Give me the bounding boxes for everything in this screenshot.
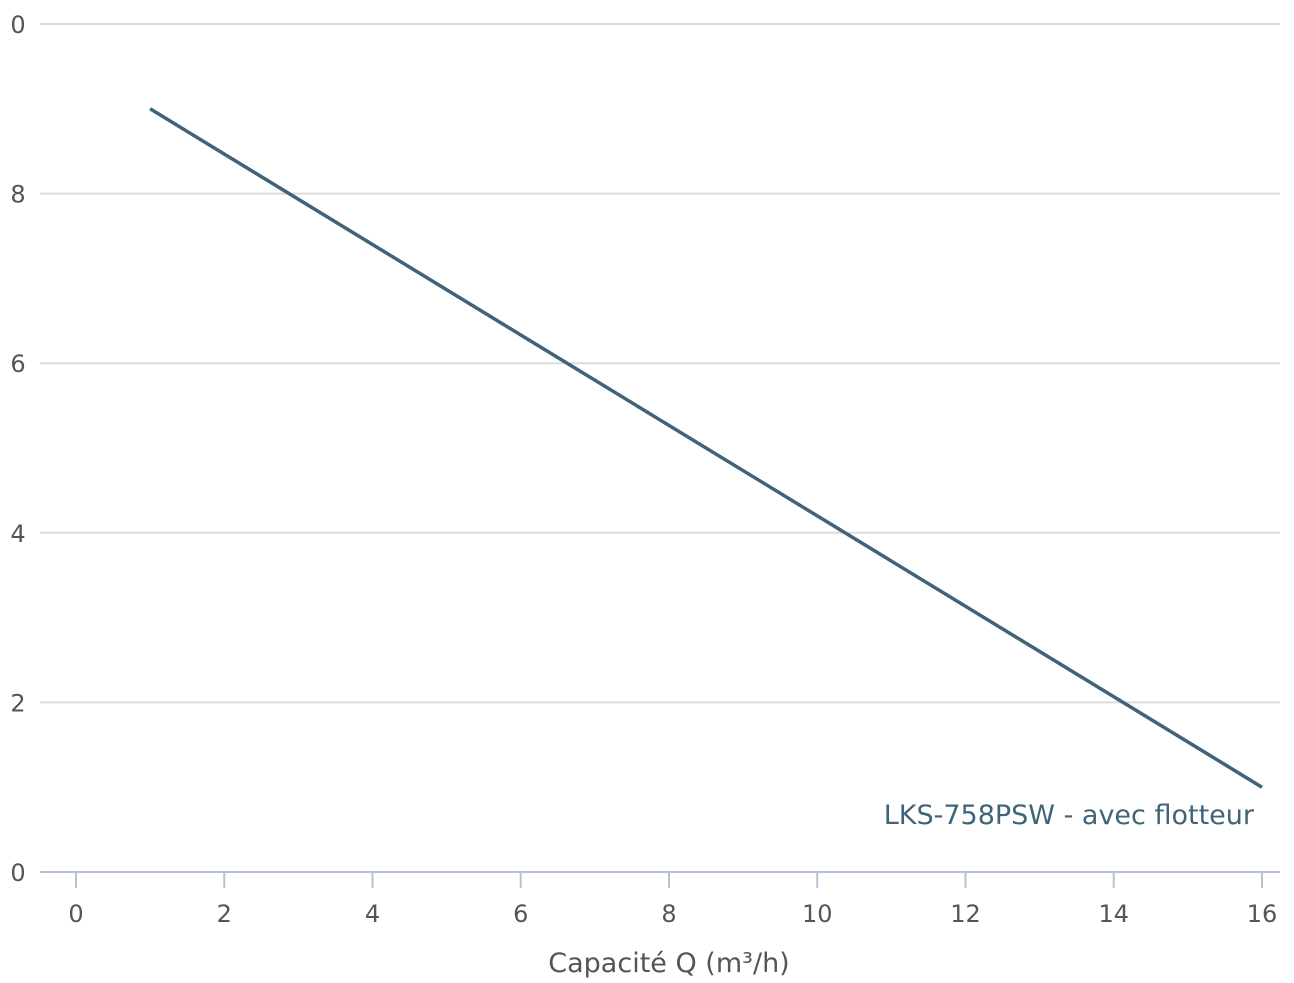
y-tick-label: 2 (10, 689, 25, 717)
x-tick-label: 0 (68, 900, 83, 928)
x-tick-label: 10 (802, 900, 833, 928)
y-tick-label: 4 (10, 520, 25, 548)
x-tick-layer (75, 872, 1263, 888)
y-tick-label: 0 (10, 11, 25, 39)
x-tick-label: 2 (217, 900, 232, 928)
x-tick-label: 4 (365, 900, 380, 928)
series-line (149, 107, 1263, 789)
x-axis-title: Capacité Q (m³/h) (548, 948, 789, 979)
y-tick-label: 8 (10, 181, 25, 209)
y-tick-label-layer: 0 2 4 6 8 0 (10, 11, 25, 887)
x-tick-label: 6 (513, 900, 528, 928)
x-tick-label-layer: 0 2 4 6 8 10 12 14 16 (68, 900, 1277, 928)
x-tick-label: 12 (950, 900, 981, 928)
y-tick-label: 6 (10, 350, 25, 378)
x-tick-label: 8 (661, 900, 676, 928)
y-tick-label: 0 (10, 859, 25, 887)
x-tick-label: 14 (1098, 900, 1129, 928)
x-tick-label: 16 (1247, 900, 1278, 928)
grid-layer (40, 23, 1280, 704)
series-label: LKS-758PSW - avec flotteur (884, 800, 1255, 831)
